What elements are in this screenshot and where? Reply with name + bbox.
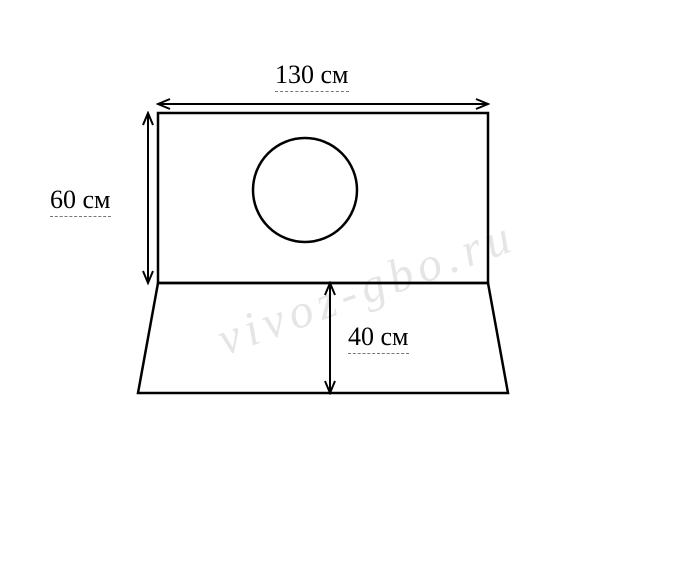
dim-lower-label: 40 см (348, 322, 409, 354)
diagram-stage: vivoz-gbo.ru 130 см 60 см 40 см (0, 0, 693, 576)
lower-trapezoid (138, 283, 508, 393)
dim-left-label: 60 см (50, 185, 111, 217)
dim-top-label: 130 см (275, 60, 349, 92)
upper-rect (158, 113, 488, 283)
opening-circle (253, 138, 357, 242)
